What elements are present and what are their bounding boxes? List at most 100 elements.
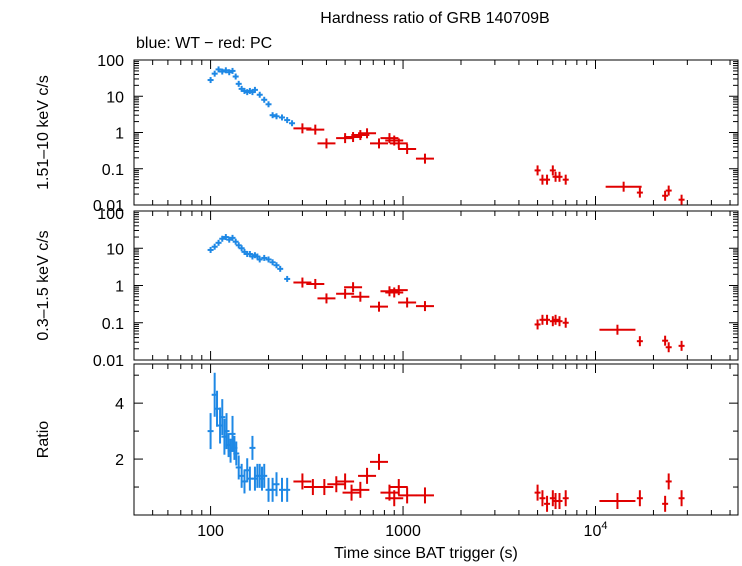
data-point bbox=[306, 124, 325, 135]
data-point bbox=[207, 77, 214, 84]
data-point bbox=[678, 490, 685, 507]
y-tick-label: 4 bbox=[115, 396, 124, 413]
data-point bbox=[284, 477, 291, 502]
data-point bbox=[398, 487, 417, 504]
data-point bbox=[380, 133, 399, 144]
panels-group: 100 10 1 0.1 0.01 1.51–10 keV c/s 100 10 1 0.1 0.0… bbox=[35, 53, 739, 562]
soft-band-x-ticks bbox=[133, 211, 731, 360]
soft-band-panel: 100 10 1 0.1 0.01 0.3–1.5 keV c/s bbox=[35, 206, 739, 370]
y-tick-label: 1 bbox=[115, 126, 124, 143]
y-tick-label: 10 bbox=[106, 89, 124, 106]
data-point bbox=[229, 415, 236, 452]
data-point bbox=[222, 67, 229, 74]
data-point bbox=[380, 286, 399, 297]
hard-band-x-ticks bbox=[133, 60, 731, 205]
data-point bbox=[385, 287, 404, 298]
data-point bbox=[293, 473, 312, 490]
data-point bbox=[539, 490, 546, 507]
data-point bbox=[389, 479, 408, 496]
data-point bbox=[370, 453, 389, 470]
data-point bbox=[562, 317, 569, 328]
data-point bbox=[207, 413, 214, 450]
data-point bbox=[389, 138, 408, 149]
data-point bbox=[665, 473, 672, 490]
data-point bbox=[534, 484, 541, 501]
data-point bbox=[211, 70, 218, 77]
data-point bbox=[226, 236, 233, 243]
data-point bbox=[215, 66, 222, 73]
soft-band-y-axis-label: 0.3–1.5 keV c/s bbox=[35, 230, 52, 340]
data-point bbox=[229, 234, 236, 241]
data-point bbox=[222, 234, 229, 241]
data-point bbox=[415, 153, 434, 164]
data-point bbox=[317, 293, 336, 304]
soft-band-y-ticks bbox=[134, 210, 738, 361]
data-point bbox=[219, 399, 226, 436]
data-point bbox=[336, 288, 355, 299]
data-point bbox=[389, 285, 408, 296]
data-point bbox=[544, 495, 551, 512]
data-point bbox=[261, 96, 268, 103]
chart-subtitle: blue: WT − red: PC bbox=[136, 35, 272, 52]
series-wt bbox=[207, 234, 291, 282]
data-point bbox=[398, 144, 417, 155]
data-point bbox=[293, 277, 312, 288]
y-tick-label: 0.1 bbox=[102, 162, 124, 179]
data-point bbox=[562, 174, 569, 185]
data-point bbox=[269, 259, 276, 266]
x-tick-label: 104 bbox=[584, 520, 608, 540]
data-point bbox=[662, 335, 669, 346]
data-point bbox=[207, 246, 214, 253]
data-point bbox=[226, 69, 233, 76]
data-point bbox=[636, 490, 643, 507]
data-point bbox=[370, 138, 389, 149]
hard-band-y-axis-label: 1.51–10 keV c/s bbox=[35, 75, 52, 190]
data-point bbox=[665, 342, 672, 353]
data-point bbox=[233, 441, 240, 466]
data-point bbox=[605, 181, 642, 192]
data-point bbox=[562, 490, 569, 507]
ratio-y-axis-label: Ratio bbox=[35, 421, 52, 458]
data-point bbox=[636, 187, 643, 198]
data-point bbox=[662, 495, 669, 512]
x-tick-label: 100 bbox=[197, 523, 224, 540]
data-point bbox=[223, 413, 230, 450]
data-point bbox=[556, 171, 563, 182]
data-point bbox=[662, 190, 669, 201]
ratio-y-ticks bbox=[134, 374, 738, 488]
data-point bbox=[261, 254, 268, 261]
data-point bbox=[289, 120, 296, 127]
series-wt bbox=[207, 66, 296, 127]
data-point bbox=[246, 466, 253, 491]
data-point bbox=[556, 316, 563, 327]
data-point bbox=[317, 138, 336, 149]
data-point bbox=[256, 256, 263, 263]
ratio-frame bbox=[133, 363, 739, 516]
data-point bbox=[261, 463, 268, 488]
data-point bbox=[636, 336, 643, 347]
data-point bbox=[398, 297, 417, 308]
data-point bbox=[229, 67, 236, 74]
series-pc bbox=[293, 277, 685, 353]
ratio-x-ticks bbox=[133, 364, 731, 515]
y-tick-label: 0.1 bbox=[102, 316, 124, 333]
y-tick-label: 100 bbox=[97, 206, 124, 223]
hard-band-panel: 100 10 1 0.1 0.01 1.51–10 keV c/s bbox=[35, 53, 739, 215]
data-point bbox=[556, 493, 563, 510]
data-point bbox=[678, 340, 685, 351]
hard-band-frame bbox=[133, 59, 739, 206]
chart-title: Hardness ratio of GRB 140709B bbox=[320, 10, 549, 27]
data-point bbox=[232, 238, 239, 245]
data-point bbox=[251, 86, 258, 93]
x-tick-exponent: 4 bbox=[601, 520, 607, 532]
data-point bbox=[315, 479, 334, 496]
data-point bbox=[279, 114, 286, 121]
data-point bbox=[238, 245, 245, 252]
series-wt bbox=[207, 372, 291, 502]
data-point bbox=[544, 314, 551, 325]
data-point bbox=[249, 435, 256, 460]
ratio-panel: 4 2 Ratio 100 1000 104 Time since BAT trigger … bbox=[35, 363, 739, 562]
data-point bbox=[552, 314, 559, 325]
data-point bbox=[678, 194, 685, 205]
